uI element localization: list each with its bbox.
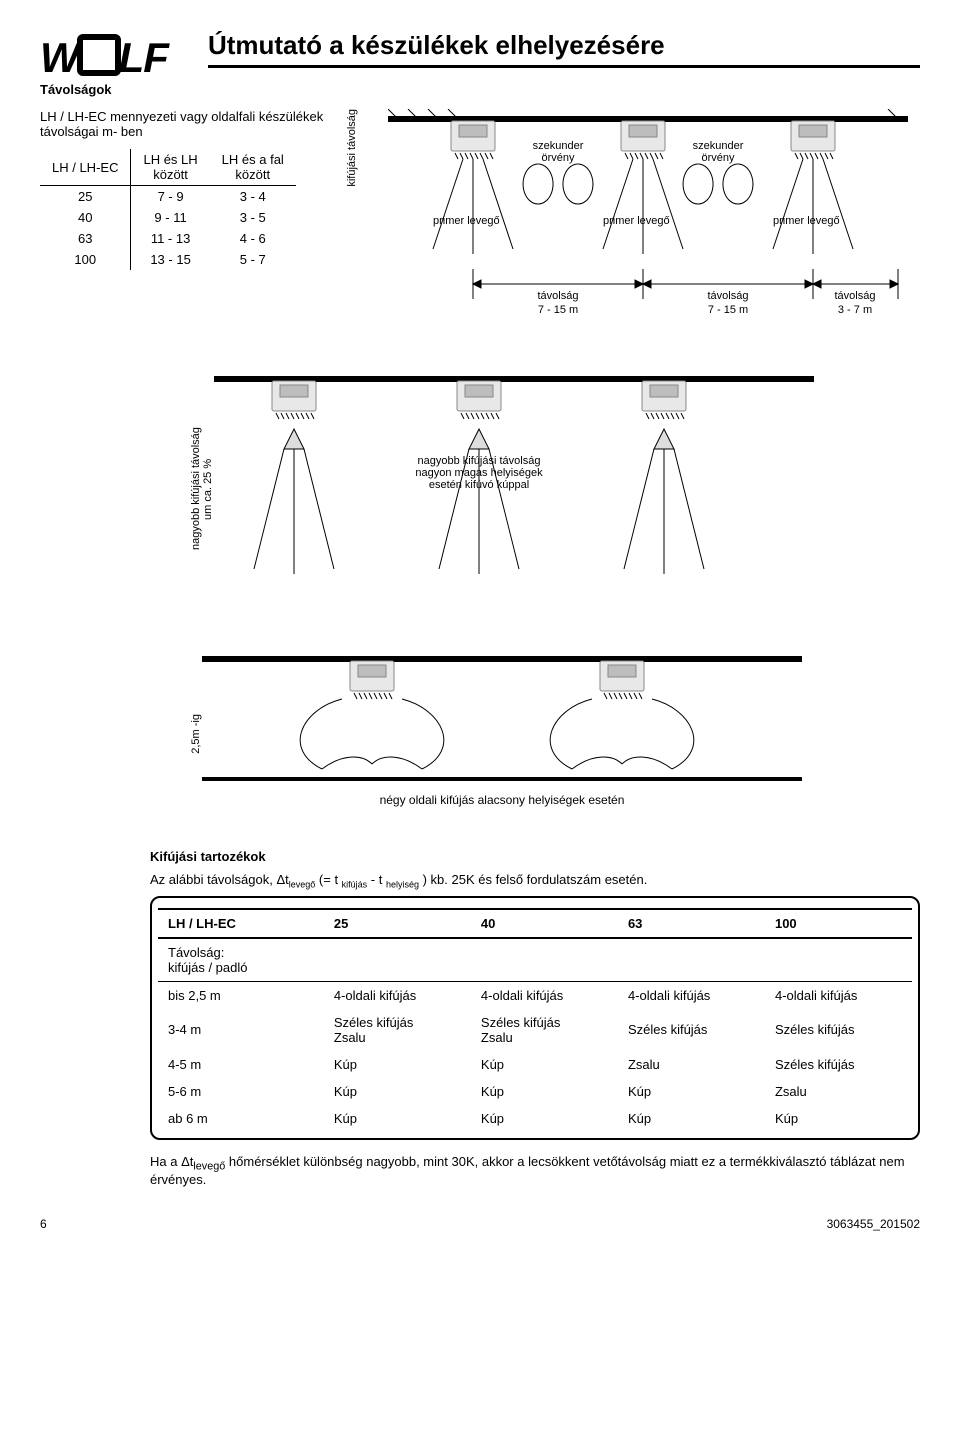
acc-h1: 25 [324, 909, 471, 938]
diagram2-vlabel1: nagyobb kifújási távolság [190, 369, 202, 609]
footer-docnum: 3063455_201502 [827, 1217, 920, 1231]
table-cell: Széles kifújás Zsalu [471, 1009, 618, 1051]
d1-tav-l3: távolság [835, 290, 876, 302]
d1-tav-l2: távolság [708, 290, 749, 302]
table-cell: Zsalu [618, 1051, 765, 1078]
table-cell: Kúp [765, 1105, 912, 1132]
acc-h0: LH / LH-EC [158, 909, 324, 938]
table-cell: Kúp [618, 1105, 765, 1132]
final-note: Ha a Δtlevegő hőmérséklet különbség nagy… [150, 1154, 920, 1188]
table-cell: 11 - 13 [131, 228, 210, 249]
table-cell: Zsalu [765, 1078, 912, 1105]
logo-text-before: W [40, 34, 79, 81]
table-cell: 4-oldali kifújás [471, 981, 618, 1009]
d1-tav-l1: távolság [538, 290, 579, 302]
diagram-cone-outlet: nagyobb kifújási távolságnagyon magas he… [214, 369, 814, 609]
table-cell: Kúp [324, 1105, 471, 1132]
table-cell: 5 - 7 [210, 249, 296, 270]
table-cell: 3 - 5 [210, 207, 296, 228]
table-cell: 13 - 15 [131, 249, 210, 270]
diagram1-vlabel: kifújási távolság [346, 109, 358, 187]
d1-tav-v2: 7 - 15 m [708, 304, 748, 316]
distance-table-h2: LH és a fal között [210, 149, 296, 186]
diagram-airflow-ceiling: szekunderörvény szekunderörvény primer l… [388, 109, 908, 329]
distance-table-h0: LH / LH-EC [40, 149, 131, 186]
d1-szek1: szekunderörvény [533, 140, 584, 164]
note-text: LH / LH-EC mennyezeti vagy oldalfali kés… [40, 109, 340, 139]
accessories-formula: Az alábbi távolságok, Δtlevegő (= t kifú… [150, 872, 920, 890]
table-cell: bis 2,5 m [158, 981, 324, 1009]
d1-tav-v3: 3 - 7 m [838, 304, 872, 316]
d2-text: nagyobb kifújási távolságnagyon magas he… [415, 455, 543, 491]
d1-tav-v1: 7 - 15 m [538, 304, 578, 316]
table-cell: Széles kifújás [618, 1009, 765, 1051]
distance-table-h1: LH és LH között [131, 149, 210, 186]
diagram3-vlabel: 2,5m -ig [190, 714, 202, 754]
table-cell: 4 - 6 [210, 228, 296, 249]
page-title: Útmutató a készülékek elhelyezésére [208, 30, 920, 68]
table-cell: 7 - 9 [131, 186, 210, 208]
table-cell: 100 [40, 249, 131, 270]
table-cell: Kúp [324, 1078, 471, 1105]
table-cell: ab 6 m [158, 1105, 324, 1132]
acc-h3: 63 [618, 909, 765, 938]
accessories-heading: Kifújási tartozékok [150, 849, 920, 864]
table-cell: 4-5 m [158, 1051, 324, 1078]
table-cell: 9 - 11 [131, 207, 210, 228]
table-cell: 4-oldali kifújás [324, 981, 471, 1009]
table-cell: 63 [40, 228, 131, 249]
table-cell: 3-4 m [158, 1009, 324, 1051]
table-cell: 4-oldali kifújás [765, 981, 912, 1009]
table-cell: 5-6 m [158, 1078, 324, 1105]
table-cell: Széles kifújás [765, 1051, 912, 1078]
table-cell: 4-oldali kifújás [618, 981, 765, 1009]
table-cell: Kúp [471, 1051, 618, 1078]
diagram2-vlabel2: um ca. 25 % [202, 369, 214, 609]
d3-caption: négy oldali kifújás alacsony helyiségek … [380, 793, 625, 807]
diagram-four-side-outlet: négy oldali kifújás alacsony helyiségek … [202, 649, 802, 819]
sub-heading: Távolságok [40, 82, 920, 97]
logo-text-after: LF [119, 34, 168, 81]
table-cell: 25 [40, 186, 131, 208]
table-cell: Kúp [324, 1051, 471, 1078]
logo: W LF [40, 34, 168, 82]
distance-table: LH / LH-EC LH és LH között LH és a fal k… [40, 149, 296, 270]
d1-prim1: primer levegő [433, 215, 500, 227]
accessories-table: LH / LH-EC 25 40 63 100 Távolság: kifújá… [150, 896, 920, 1140]
d1-prim3: primer levegő [773, 215, 840, 227]
acc-h2: 40 [471, 909, 618, 938]
table-cell: Kúp [471, 1078, 618, 1105]
footer-page: 6 [40, 1217, 47, 1231]
table-cell: Széles kifújás Zsalu [324, 1009, 471, 1051]
d1-prim2: primer levegő [603, 215, 670, 227]
acc-subhead: Távolság: kifújás / padló [158, 938, 324, 982]
logo-o-icon [77, 34, 121, 76]
acc-h4: 100 [765, 909, 912, 938]
table-cell: 3 - 4 [210, 186, 296, 208]
table-cell: Széles kifújás [765, 1009, 912, 1051]
table-cell: Kúp [618, 1078, 765, 1105]
table-cell: Kúp [471, 1105, 618, 1132]
table-cell: 40 [40, 207, 131, 228]
d1-szek2: szekunderörvény [693, 140, 744, 164]
